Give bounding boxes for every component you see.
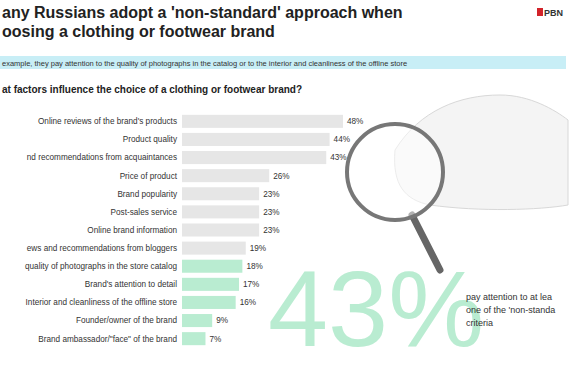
chart: any Russians adopt a 'non-standard' appr…: [0, 0, 570, 380]
source: PBN: [544, 8, 563, 18]
data-label: 23%: [263, 208, 279, 217]
data-label: 26%: [273, 172, 289, 181]
highlight-caption: criteria: [466, 318, 493, 328]
data-label: 23%: [263, 190, 279, 199]
category-label: Brand ambassador/"face" of the brand: [38, 335, 177, 344]
data-label: 7%: [209, 335, 221, 344]
category-label: Post-sales service: [111, 208, 178, 217]
title: any Russians adopt a 'non-standard' appr…: [2, 4, 403, 21]
data-label: 9%: [216, 316, 228, 325]
highlight-number: 43%: [268, 248, 484, 369]
category-label: Brand's attention to detail: [85, 280, 177, 289]
category-label: nd recommendations from acquaintances: [27, 153, 177, 162]
category-label: ews and recommendations from bloggers: [27, 244, 177, 253]
data-label: 18%: [246, 262, 262, 271]
data-label: 16%: [240, 298, 256, 307]
category-label: Product quality: [123, 135, 178, 144]
data-label: 19%: [250, 244, 266, 253]
bar: [182, 242, 246, 255]
data-label: 17%: [243, 280, 259, 289]
bar: [182, 314, 212, 327]
bar: [182, 332, 205, 345]
bar: [182, 169, 269, 182]
bar: [182, 187, 259, 200]
question: at factors influence the choice of a clo…: [2, 84, 302, 95]
bar: [182, 133, 330, 146]
data-label: 43%: [330, 153, 346, 162]
category-label: Online brand information: [87, 226, 177, 235]
magnifier-lens: [347, 124, 443, 220]
category-label: Online reviews of the brand's products: [38, 117, 177, 126]
highlight-caption: one of the 'non-standa: [466, 305, 555, 315]
category-label: Founder/owner of the brand: [76, 316, 177, 325]
subtitle: example, they pay attention to the quali…: [2, 59, 407, 68]
bar: [182, 260, 242, 273]
bar: [182, 205, 259, 218]
bar: [182, 151, 326, 164]
illustration: [347, 95, 568, 270]
data-label: 44%: [334, 135, 350, 144]
highlight-caption: pay attention to at lea: [466, 292, 552, 302]
bar: [182, 278, 239, 291]
bar: [182, 115, 343, 128]
category-label: quality of photographs in the store cata…: [25, 262, 177, 271]
title: oosing a clothing or footwear brand: [2, 23, 275, 40]
logo-icon: [537, 8, 543, 16]
category-label: Interior and cleanliness of the offline …: [26, 298, 178, 307]
data-label: 23%: [263, 226, 279, 235]
data-label: 48%: [347, 117, 363, 126]
bar: [182, 296, 236, 309]
category-label: Price of product: [120, 172, 178, 181]
subtitle-band: [0, 56, 566, 69]
category-label: Brand popularity: [117, 190, 178, 199]
bar: [182, 223, 259, 236]
category-labels: Online reviews of the brand's products Pr…: [25, 117, 178, 343]
